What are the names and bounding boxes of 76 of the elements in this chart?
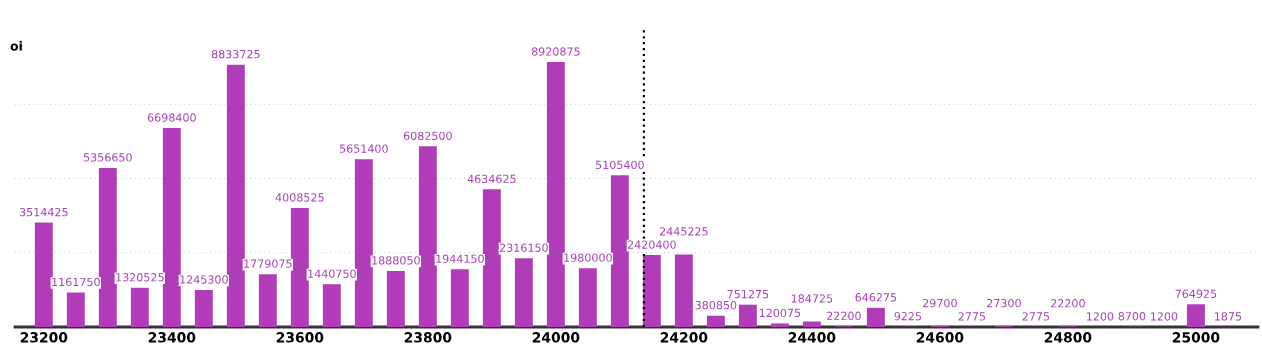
data-label: 29700 [923,298,957,308]
data-label: 1980000 [564,253,612,262]
bar [386,270,405,327]
bar [1186,304,1205,327]
data-label: 3514425 [19,207,68,217]
bar [34,222,53,327]
x-tick-label: 24200 [660,332,708,343]
data-label: 6082500 [403,131,452,141]
bar [610,175,629,327]
x-tick-label: 24000 [532,332,580,343]
data-label: 1440750 [308,269,356,278]
bar [674,254,693,327]
data-label: 1944150 [436,254,484,263]
bar [418,146,437,327]
data-label: 8700 [1118,312,1146,321]
data-label: 1875 [1215,312,1242,321]
data-label: 1245300 [180,275,228,284]
x-tick-label: 25000 [1172,332,1220,343]
bar [546,62,565,327]
data-label: 2775 [958,312,986,321]
bar [194,290,213,327]
bar [706,315,725,327]
bar [290,207,309,327]
data-label: 380850 [695,300,737,310]
data-label: 1200 [1150,312,1178,321]
x-tick-label: 24400 [788,332,836,343]
bar [642,255,661,327]
bar [66,292,85,327]
data-label: 5105400 [595,160,644,170]
x-tick-label: 23800 [404,332,452,343]
bar [98,167,117,327]
data-label: 2775 [1022,312,1050,321]
data-label: 1888050 [372,256,420,265]
x-tick-label: 23400 [148,332,196,343]
data-label: 751275 [727,289,769,299]
bar [482,189,501,327]
data-label: 1161750 [52,277,100,287]
bar [450,269,469,327]
data-label: 22200 [827,311,861,321]
data-label: 27300 [987,298,1021,308]
bar [802,321,821,327]
bar [226,64,245,327]
bar [162,128,181,327]
data-label: 1320525 [116,273,164,282]
data-label: 2445225 [659,227,708,236]
bar [578,268,597,327]
x-tick-label: 24800 [1044,332,1092,343]
bar [354,159,373,327]
data-label: 764925 [1175,289,1217,298]
bar [738,304,757,327]
data-label: 8920875 [531,47,580,56]
bar [514,258,533,327]
bar [130,287,149,327]
data-label: 1200 [1086,312,1114,321]
data-label: 4634625 [467,174,516,184]
bar [258,274,277,327]
data-label: 184725 [791,294,833,303]
x-tick-label: 23600 [276,332,324,343]
data-label: 9225 [894,312,922,321]
bar [770,323,789,327]
data-label: 22200 [1051,299,1085,308]
bar [322,284,341,327]
x-tick-label: 23200 [20,332,68,343]
x-tick-label: 24600 [916,332,964,343]
bar [866,307,885,327]
data-label: 1779075 [244,259,292,268]
data-label: 8833725 [211,49,260,59]
data-label: 2316150 [499,243,548,252]
data-label: 5651400 [339,144,388,153]
data-label: 646275 [855,293,897,302]
data-label: 6698400 [147,113,196,122]
data-label: 5356650 [83,153,132,162]
data-label: 2420400 [627,240,676,249]
data-label: 120075 [759,308,801,318]
data-label: 4008525 [275,193,324,202]
y-axis-title: oi [10,40,22,51]
